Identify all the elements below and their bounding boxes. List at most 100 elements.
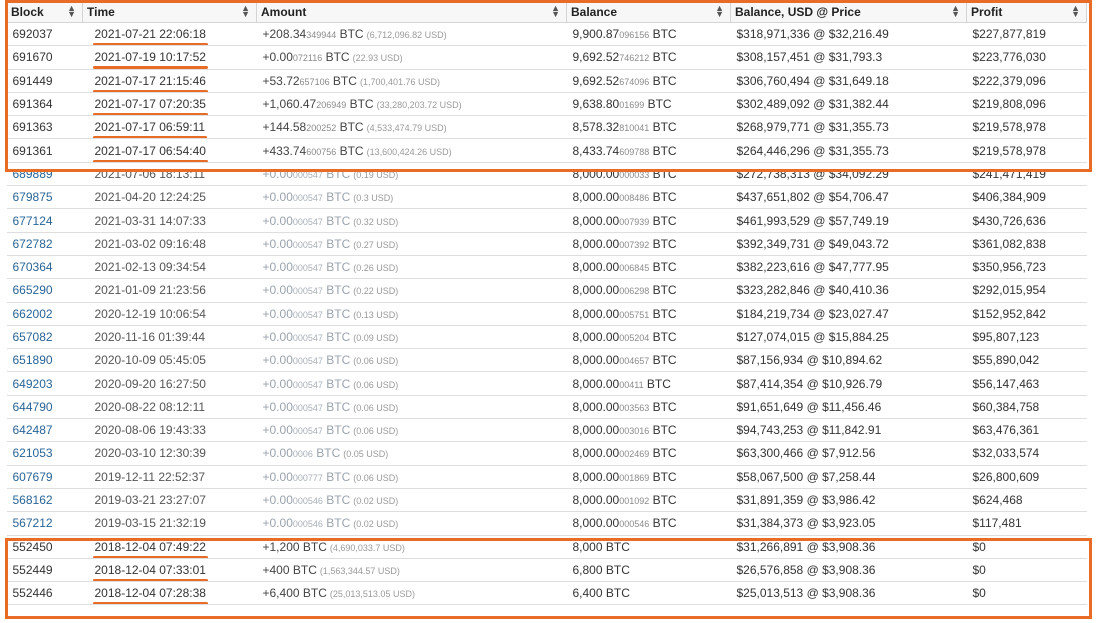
time-cell: 2021-07-21 22:06:18 [82,22,257,47]
profit-cell: $219,578,978 [966,115,1087,140]
balance-cell: 9,692.52746212 BTC [566,45,731,70]
amount-usd: (0.09 USD) [353,333,399,343]
amount-usd: (4,533,474.79 USD) [366,123,447,134]
block-number[interactable]: 691363 [12,120,53,135]
block-number[interactable]: 552446 [12,586,53,601]
amount-unit: BTC [299,586,327,601]
column-header-time[interactable]: Time ▲ ▼ [82,0,257,23]
balance-small-digits: 810041 [619,123,650,134]
time-cell: 2020-08-06 19:43:33 [82,418,257,443]
block-link[interactable]: 670364 [6,255,83,280]
block-link[interactable]: 679875 [6,185,83,210]
column-header-balance[interactable]: Balance ▲ ▼ [566,0,731,23]
balance-cell: 8,000.0000411 BTC [566,371,731,396]
amount-main: +0.00 [262,213,293,228]
block-number[interactable]: 621053 [12,446,53,461]
block-number[interactable]: 552450 [12,539,53,554]
block-link[interactable]: 644790 [6,395,83,420]
time-value: 2018-12-04 07:28:38 [92,586,209,604]
block-number[interactable]: 607679 [12,469,53,484]
block-number[interactable]: 662002 [12,306,53,321]
block-link[interactable]: 662002 [6,302,83,326]
sort-icon[interactable]: ▲ ▼ [551,3,560,19]
balance-small-digits: 008486 [619,193,650,204]
block-link[interactable]: 651890 [6,348,83,373]
block-number[interactable]: 689889 [12,166,53,181]
block-link[interactable]: 689889 [6,162,83,187]
block-link[interactable]: 691449 [6,69,83,93]
usd-value: $272,738,313 @ $34,092.29 [736,166,889,181]
block-link[interactable]: 691361 [6,138,83,163]
time-value: 2019-03-21 23:27:07 [94,493,206,508]
block-number[interactable]: 644790 [12,399,53,414]
block-number[interactable]: 691364 [12,97,53,112]
block-number[interactable]: 649203 [12,376,53,391]
sort-icon[interactable]: ▲ ▼ [1071,3,1080,19]
block-link[interactable]: 568162 [6,488,83,513]
balance-cell: 9,638.8001699 BTC [566,92,731,117]
usd-value: $63,300,466 @ $7,912.56 [736,446,876,461]
block-number[interactable]: 651890 [12,353,53,368]
block-link[interactable]: 552446 [6,581,83,606]
block-link[interactable]: 552449 [6,558,83,583]
block-number[interactable]: 679875 [12,190,53,205]
table-row: 568162 2019-03-21 23:27:07 +0.00000546 BTC… [6,488,1087,513]
balance-cell: 8,000.00007939 BTC [566,208,731,233]
block-number[interactable]: 657082 [12,330,53,344]
block-link[interactable]: 691670 [6,45,83,70]
block-number[interactable]: 670364 [12,260,53,275]
block-number[interactable]: 552449 [12,562,53,577]
amount-unit: BTC [322,516,351,531]
time-cell: 2020-10-09 05:45:05 [82,348,257,373]
block-link[interactable]: 665290 [6,278,83,303]
block-number[interactable]: 642487 [12,423,53,438]
balance-main: 9,692.52 [572,50,620,65]
amount-usd: (0.06 USD) [353,472,399,483]
block-number[interactable]: 672782 [12,236,53,251]
block-number[interactable]: 691670 [12,50,53,65]
block-link[interactable]: 649203 [6,371,83,396]
balance-cell: 8,000.00004657 BTC [566,348,731,373]
block-number[interactable]: 567212 [12,516,53,531]
block-link[interactable]: 691364 [6,92,83,117]
block-link[interactable]: 642487 [6,418,83,443]
amount-main: +0.00 [262,260,293,275]
usd-value: $26,576,858 @ $3,908.36 [736,562,876,577]
sort-icon[interactable]: ▲ ▼ [715,3,724,19]
block-link[interactable]: 621053 [6,441,83,466]
column-header-label: Balance [571,4,618,19]
column-header-usd[interactable]: Balance, USD @ Price ▲ ▼ [730,0,967,23]
block-link[interactable]: 657082 [6,325,83,350]
amount-main: +400 [262,562,290,577]
amount-unit: BTC [312,446,341,461]
block-link[interactable]: 692037 [6,22,83,47]
balance-small-digits: 096156 [619,30,650,41]
block-link[interactable]: 691363 [6,115,83,140]
usd-value: $302,489,092 @ $31,382.44 [736,97,889,112]
amount-usd: (0.02 USD) [353,496,399,507]
profit-value: $63,476,361 [972,423,1040,438]
amount-cell: +0.00000547 BTC (0.06 USD) [256,395,567,420]
block-link[interactable]: 567212 [6,511,83,536]
column-header-profit[interactable]: Profit ▲ ▼ [966,0,1087,23]
profit-value: $117,481 [972,516,1022,531]
block-number[interactable]: 568162 [12,493,53,508]
profit-cell: $227,877,819 [966,22,1087,47]
sort-icon[interactable]: ▲ ▼ [67,3,76,19]
block-number[interactable]: 692037 [12,27,53,42]
sort-icon[interactable]: ▲ ▼ [951,3,960,19]
block-number[interactable]: 691449 [12,73,53,88]
block-link[interactable]: 607679 [6,465,83,489]
block-number[interactable]: 691361 [12,143,53,158]
usd-cell: $461,993,529 @ $57,749.19 [730,208,967,233]
block-link[interactable]: 552450 [6,535,83,559]
block-number[interactable]: 677124 [12,213,53,228]
sort-icon[interactable]: ▲ ▼ [241,3,250,19]
column-header-block[interactable]: Block ▲ ▼ [6,0,83,23]
block-number[interactable]: 665290 [12,283,53,298]
column-header-amount[interactable]: Amount ▲ ▼ [256,0,567,23]
amount-small-digits: 0006 [292,449,313,460]
balance-small-digits: 002469 [619,449,650,460]
block-link[interactable]: 672782 [6,232,83,256]
block-link[interactable]: 677124 [6,208,83,233]
